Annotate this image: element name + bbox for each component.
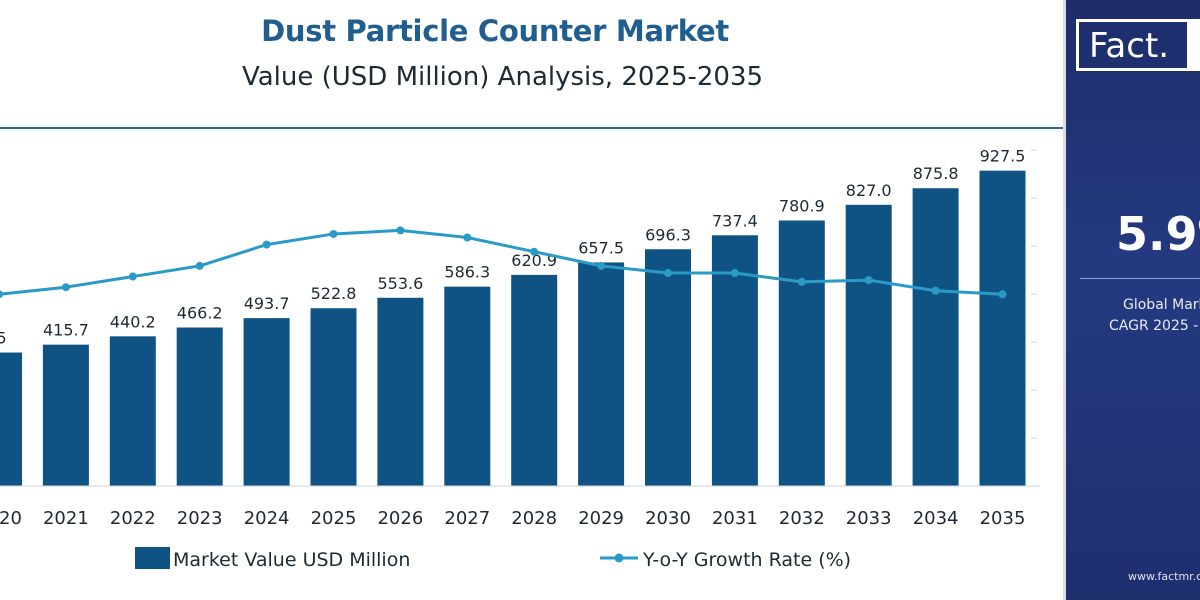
bar-2020 [0, 352, 22, 486]
growth-point-2035 [998, 290, 1007, 299]
right-axis-ticks [1031, 149, 1037, 487]
bar-2022 [109, 336, 156, 486]
bar-value-labels: .5415.7440.2466.2493.7522.8553.6586.3620… [0, 147, 1025, 348]
bar-2026 [377, 297, 424, 486]
bar-2027 [444, 286, 491, 486]
x-tick-2028: 2028 [511, 508, 557, 529]
x-tick-2030: 2030 [645, 508, 691, 529]
chart-title: Dust Particle Counter Market [261, 14, 729, 48]
growth-point-2024 [262, 240, 271, 249]
bar-2031 [711, 235, 758, 486]
growth-line [0, 228, 1003, 296]
cagr-divider [1080, 278, 1200, 279]
legend-line-marker [614, 553, 624, 563]
chart-canvas: .5415.7440.2466.2493.7522.8553.6586.3620… [0, 147, 1040, 571]
bar-value-label-2021: 415.7 [43, 321, 89, 340]
side-panel: Fact. 5.9% Global Market CAGR 2025 - 203… [1063, 0, 1200, 600]
x-tick-2031: 2031 [712, 508, 758, 529]
bar-2029 [578, 262, 625, 486]
x-tick-2034: 2034 [913, 508, 959, 529]
logo-accent-block [1187, 22, 1200, 68]
growth-point-2030 [664, 269, 672, 277]
bar-2021 [42, 344, 89, 486]
bar-2024 [243, 318, 290, 486]
bar-2035 [979, 170, 1026, 486]
bar-value-label-2030: 696.3 [645, 225, 691, 244]
bar-value-label-2033: 827.0 [846, 181, 892, 200]
bar-2023 [176, 327, 223, 486]
growth-point-2028 [530, 247, 539, 256]
legend: Market Value USD Million Y-o-Y Growth Ra… [135, 547, 851, 571]
bar-value-label-2022: 440.2 [110, 312, 156, 331]
x-tick-2035: 2035 [980, 508, 1026, 529]
x-tick-2024: 2024 [244, 508, 290, 529]
x-tick-2026: 2026 [377, 508, 423, 529]
growth-point-2021 [61, 283, 70, 292]
bar-value-label-2034: 875.8 [913, 164, 959, 183]
x-tick-2027: 2027 [444, 508, 490, 529]
growth-point-2026 [396, 226, 405, 235]
bar-value-label-2031: 737.4 [712, 211, 758, 230]
x-tick-2029: 2029 [578, 508, 624, 529]
growth-point-2025 [329, 229, 338, 238]
bar-2034 [912, 188, 959, 486]
growth-point-2022 [128, 272, 137, 281]
x-tick-2022: 2022 [110, 508, 156, 529]
cagr-value: 5.9% [1116, 207, 1200, 261]
bar-value-label-2020: .5 [0, 329, 7, 348]
x-tick-2025: 2025 [311, 508, 357, 529]
bar-value-label-2035: 927.5 [980, 147, 1026, 166]
growth-point-2023 [195, 261, 204, 270]
brand-logo: Fact. [1076, 19, 1200, 71]
chart-panel: Dust Particle Counter Market Value (USD … [0, 14, 1063, 571]
legend-bar-label: Market Value USD Million [173, 549, 410, 571]
bar-2030 [645, 249, 691, 486]
bar-2025 [310, 308, 357, 486]
site-url: www.factmr.com [1128, 570, 1200, 583]
x-tick-2033: 2033 [846, 508, 892, 529]
legend-bar-swatch [135, 547, 170, 569]
growth-point-2031 [730, 269, 739, 277]
bar-2028 [511, 274, 558, 486]
bar-2033 [845, 204, 892, 486]
bar-value-label-2024: 493.7 [244, 294, 290, 313]
cagr-caption-line1: Global Market [1123, 297, 1200, 313]
bar-value-label-2023: 466.2 [177, 303, 223, 322]
growth-point-2020 [0, 290, 3, 299]
legend-line-label: Y-o-Y Growth Rate (%) [642, 549, 851, 571]
bar-value-label-2027: 586.3 [444, 263, 490, 282]
title-divider [0, 127, 1063, 129]
growth-line-series [0, 226, 1007, 299]
bar-2032 [778, 220, 825, 486]
logo-text: Fact. [1089, 26, 1170, 66]
x-tick-2021: 2021 [43, 508, 89, 529]
chart-subtitle: Value (USD Million) Analysis, 2025-2035 [241, 62, 764, 92]
bar-value-label-2032: 780.9 [779, 196, 825, 215]
bar-value-label-2026: 553.6 [377, 274, 423, 293]
growth-point-2027 [463, 233, 472, 242]
growth-point-2032 [797, 277, 806, 286]
cagr-caption-line2: CAGR 2025 - 2035 [1109, 318, 1200, 334]
bar-value-label-2025: 522.8 [311, 284, 357, 303]
x-tick-2032: 2032 [779, 508, 825, 529]
x-tick-2023: 2023 [177, 508, 223, 529]
growth-point-2033 [864, 276, 873, 285]
growth-point-2029 [597, 261, 606, 270]
bar-value-label-2029: 657.5 [578, 238, 624, 257]
bar-series [0, 170, 1026, 486]
growth-point-2034 [931, 286, 940, 295]
